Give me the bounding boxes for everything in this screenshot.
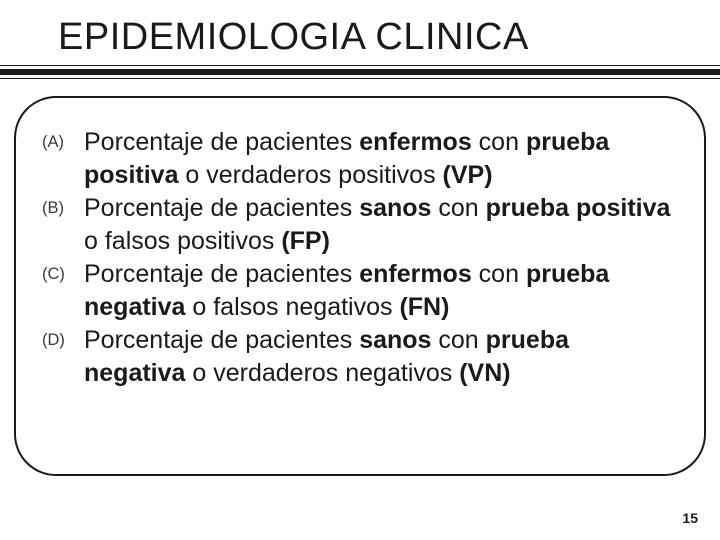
item-marker: (C) xyxy=(42,258,84,286)
list-item: (D)Porcentaje de pacientes sanos con pru… xyxy=(42,324,672,390)
list-item: (A)Porcentaje de pacientes enfermos con … xyxy=(42,126,672,192)
list-item: (C)Porcentaje de pacientes enfermos con … xyxy=(42,258,672,324)
item-text: Porcentaje de pacientes enfermos con pru… xyxy=(84,126,672,192)
item-text: Porcentaje de pacientes enfermos con pru… xyxy=(84,258,672,324)
item-text: Porcentaje de pacientes sanos con prueba… xyxy=(84,324,672,390)
item-text: Porcentaje de pacientes sanos con prueba… xyxy=(84,192,672,258)
title-area: EPIDEMIOLOGIA CLINICA xyxy=(0,0,720,79)
item-marker: (D) xyxy=(42,324,84,352)
item-marker: (A) xyxy=(42,126,84,154)
items-list: (A)Porcentaje de pacientes enfermos con … xyxy=(42,126,672,390)
list-item: (B)Porcentaje de pacientes sanos con pru… xyxy=(42,192,672,258)
page-number: 15 xyxy=(682,510,698,526)
slide-title: EPIDEMIOLOGIA CLINICA xyxy=(0,16,720,59)
content-box: (A)Porcentaje de pacientes enfermos con … xyxy=(14,96,706,476)
item-marker: (B) xyxy=(42,192,84,220)
title-underline xyxy=(0,65,720,79)
slide: EPIDEMIOLOGIA CLINICA (A)Porcentaje de p… xyxy=(0,0,720,540)
